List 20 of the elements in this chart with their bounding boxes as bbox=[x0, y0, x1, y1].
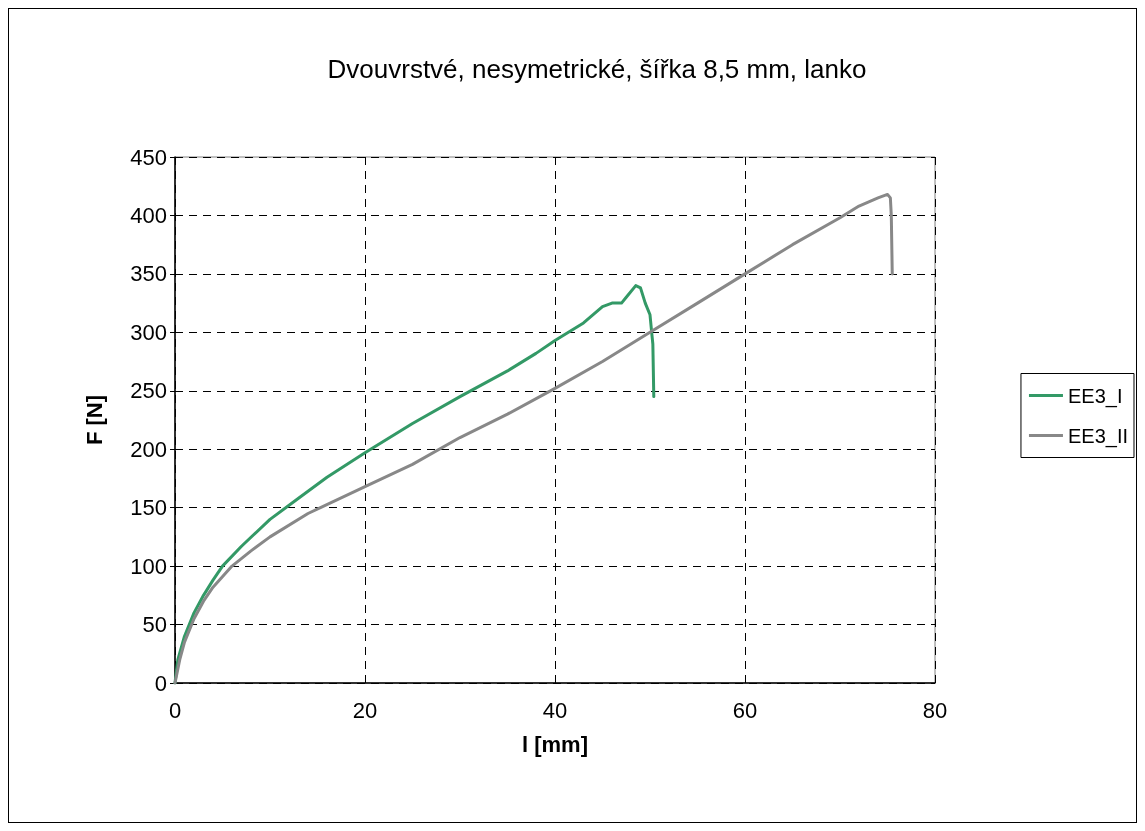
x-tick-label: 20 bbox=[352, 697, 378, 723]
x-tick-label: 60 bbox=[732, 697, 758, 723]
y-tick-label: 0 bbox=[154, 670, 167, 696]
y-tick-label: 50 bbox=[142, 612, 167, 638]
y-tick-label: 150 bbox=[130, 495, 167, 521]
y-tick-label: 350 bbox=[130, 261, 167, 287]
legend-label: EE3_II bbox=[1067, 424, 1129, 448]
x-tick-label: 80 bbox=[922, 697, 948, 723]
y-axis-title: F [N] bbox=[81, 394, 107, 446]
y-tick-label: 200 bbox=[130, 436, 167, 462]
x-axis-title: l [mm] bbox=[522, 731, 588, 757]
legend-label: EE3_I bbox=[1067, 384, 1123, 408]
y-tick-label: 450 bbox=[130, 144, 167, 170]
y-tick-label: 400 bbox=[130, 202, 167, 228]
y-tick-label: 300 bbox=[130, 319, 167, 345]
line-series bbox=[173, 192, 894, 685]
x-tick-label: 40 bbox=[542, 697, 568, 723]
y-tick-label: 100 bbox=[130, 553, 167, 579]
y-tick-label: 250 bbox=[130, 378, 167, 404]
chart-title: Dvouvrstvé, nesymetrické, šířka 8,5 mm, lanko bbox=[327, 54, 867, 84]
